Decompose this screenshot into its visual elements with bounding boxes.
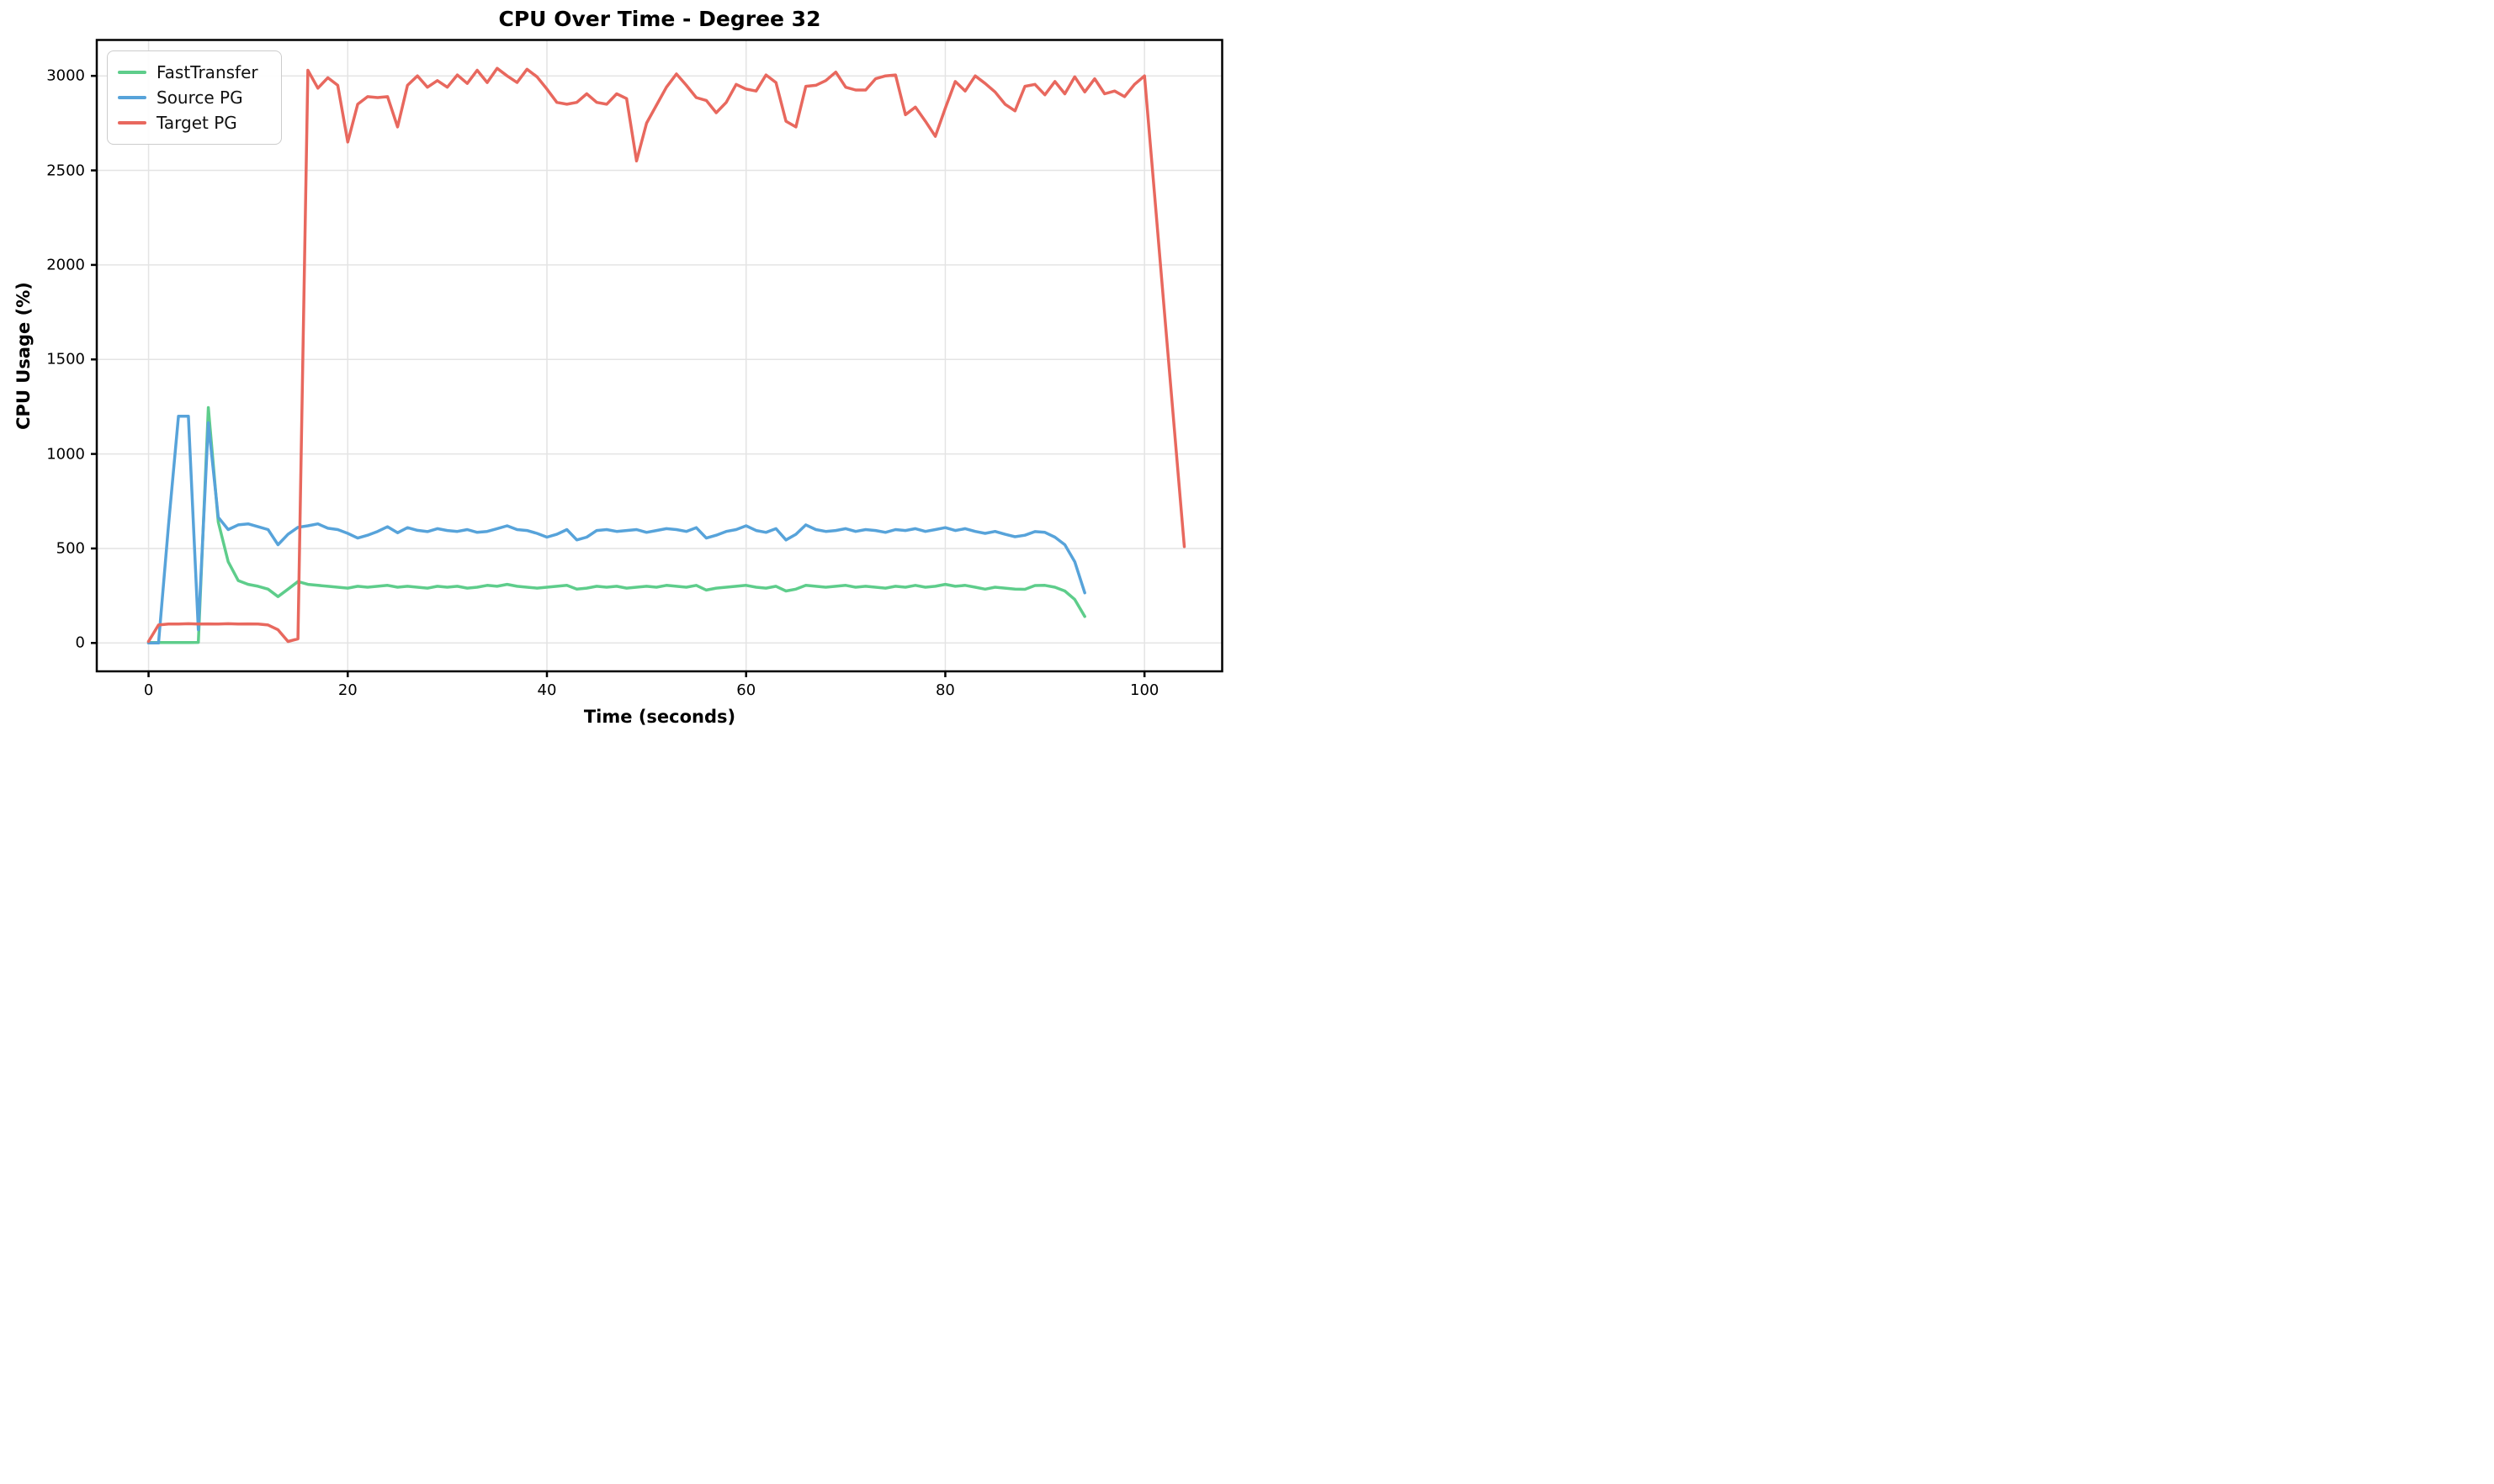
y-tick-label: 2500 bbox=[46, 162, 85, 180]
figure: CPU Over Time - Degree 32 Time (seconds)… bbox=[0, 0, 1247, 742]
x-tick-label: 80 bbox=[935, 681, 955, 699]
series-line-fasttransfer bbox=[146, 405, 1086, 644]
y-tick-label: 500 bbox=[56, 539, 85, 558]
axes-spines bbox=[95, 39, 1223, 673]
y-tick-label: 0 bbox=[75, 633, 85, 652]
chart-title: CPU Over Time - Degree 32 bbox=[498, 7, 821, 31]
y-tick-label: 1500 bbox=[46, 350, 85, 368]
x-tick-label: 40 bbox=[537, 681, 557, 699]
x-tick-label: 60 bbox=[736, 681, 756, 699]
y-tick-label: 2000 bbox=[46, 256, 85, 274]
legend-item: Source PG bbox=[118, 85, 269, 110]
y-tick-label: 1000 bbox=[46, 445, 85, 464]
legend-line-swatch bbox=[118, 71, 146, 74]
series-line-source-pg bbox=[146, 414, 1086, 645]
x-tick-label: 20 bbox=[337, 681, 358, 699]
legend-box: FastTransfer Source PG Target PG bbox=[107, 50, 282, 145]
legend-item: Target PG bbox=[118, 110, 269, 135]
x-axis-label: Time (seconds) bbox=[583, 707, 736, 727]
legend-label: FastTransfer bbox=[157, 62, 258, 82]
legend-label: Source PG bbox=[157, 87, 243, 108]
series-line-target-pg bbox=[146, 66, 1186, 644]
legend-item: FastTransfer bbox=[118, 60, 269, 85]
x-tick-label: 100 bbox=[1129, 681, 1159, 699]
legend-line-swatch bbox=[118, 121, 146, 125]
legend-line-swatch bbox=[118, 96, 146, 99]
x-tick-label: 0 bbox=[143, 681, 154, 699]
legend-label: Target PG bbox=[157, 113, 237, 133]
y-axis-label: CPU Usage (%) bbox=[13, 282, 34, 430]
y-tick-label: 3000 bbox=[46, 66, 85, 85]
line-chart-canvas bbox=[91, 39, 1223, 677]
